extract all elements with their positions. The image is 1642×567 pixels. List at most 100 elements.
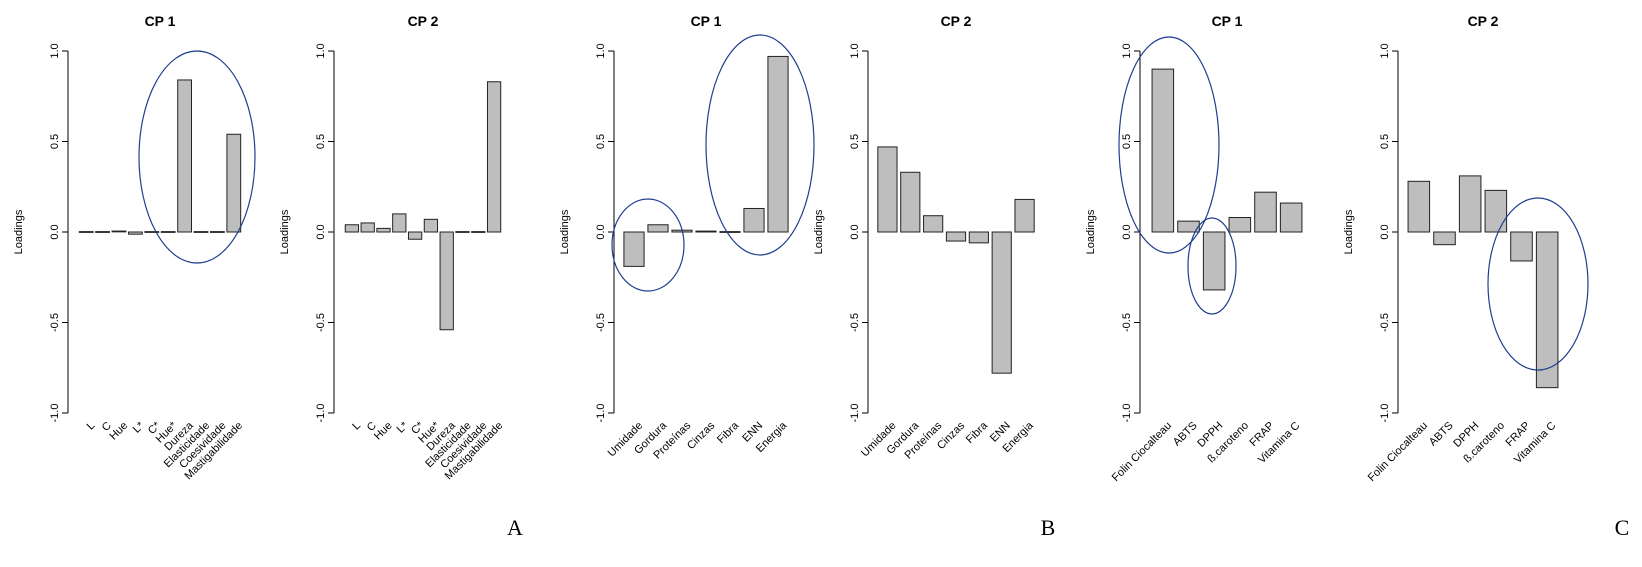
bar-abts (1177, 220, 1200, 233)
chart-title: CP 2 (1468, 13, 1499, 29)
y-tick-label: 0.5 (595, 134, 607, 149)
bar-frap (1254, 191, 1277, 233)
bar-umidade (877, 146, 898, 233)
y-tick-label: 0.5 (315, 134, 327, 149)
category-label: L* (395, 419, 411, 435)
bar-dpph (1458, 175, 1482, 233)
chart-title: CP 2 (408, 13, 439, 29)
bar-l- (392, 213, 407, 233)
chart-panel-b-cp1: CP 1-1.0-0.50.00.51.0LoadingsUmidadeGord… (559, 13, 790, 462)
bar-c (360, 222, 375, 233)
bar-l (78, 231, 94, 233)
y-tick-label: -0.5 (595, 313, 607, 332)
y-tick-label: -0.5 (1379, 313, 1391, 332)
highlight-ellipse (705, 34, 815, 256)
bar-gordura (647, 224, 669, 233)
bar-dpph (1202, 231, 1226, 291)
category-label: Folin Ciocalteau (1366, 420, 1430, 484)
bar-hue- (423, 218, 439, 233)
highlight-ellipse (611, 198, 685, 292)
y-tick-label: 0.5 (849, 134, 861, 149)
y-tick-label: 0.5 (1121, 134, 1133, 149)
category-label: Fibra (964, 419, 991, 446)
category-label: L* (131, 419, 147, 435)
category-label: ABTS (1427, 420, 1456, 449)
bar-dureza (439, 231, 454, 331)
chart-title: CP 2 (941, 13, 972, 29)
bar-l- (128, 231, 143, 235)
y-tick-label: -0.5 (315, 313, 327, 332)
y-tick-label: 0.5 (1379, 134, 1391, 149)
bar--caroteno (1484, 189, 1508, 233)
y-tick-label: -1.0 (1379, 404, 1391, 423)
y-tick-label: -1.0 (1121, 404, 1133, 423)
bar-folin-ciocalteau (1151, 68, 1175, 233)
category-label: Hue (107, 420, 130, 443)
highlight-ellipse (1487, 197, 1589, 371)
bar-umidade (623, 231, 645, 267)
bar-l (344, 224, 360, 233)
y-tick-label: 0.0 (595, 224, 607, 239)
chart-panel-b-cp2: CP 2-1.0-0.50.00.51.0LoadingsUmidadeGord… (813, 13, 1036, 462)
y-tick-label: 0.0 (49, 224, 61, 239)
group-label-b: B (1041, 515, 1056, 540)
bar-hue (376, 227, 391, 233)
highlight-ellipse (1118, 36, 1220, 254)
chart-title: CP 1 (691, 13, 722, 29)
bar-hue- (160, 231, 176, 233)
y-tick-label: 1.0 (49, 43, 61, 58)
group-label-a: A (507, 515, 523, 540)
bar-mastigabilidade (226, 133, 242, 233)
y-tick-label: 0.0 (315, 224, 327, 239)
y-tick-label: -1.0 (49, 404, 61, 423)
bar-prote-nas (923, 215, 944, 233)
y-axis-label: Loadings (279, 209, 291, 254)
category-label: Folin Ciocalteau (1110, 420, 1174, 484)
highlight-ellipse (138, 50, 256, 264)
bar-fibra (719, 231, 741, 233)
y-axis-label: Loadings (13, 209, 25, 254)
y-tick-label: 1.0 (315, 43, 327, 58)
category-label: ABTS (1171, 420, 1200, 449)
bar-energia (767, 55, 789, 233)
bar-enn (991, 231, 1012, 374)
y-tick-label: -0.5 (1121, 313, 1133, 332)
bar-folin-ciocalteau (1407, 180, 1431, 233)
bar-c- (407, 231, 423, 240)
y-tick-label: -1.0 (595, 404, 607, 423)
bar-vitamina-c (1279, 202, 1303, 233)
y-axis-label: Loadings (813, 209, 825, 254)
y-tick-label: 1.0 (1379, 43, 1391, 58)
y-axis-label: Loadings (1085, 209, 1097, 254)
bar--caroteno (1228, 217, 1252, 233)
category-label: Hue (372, 420, 395, 443)
bar-elasticidade (455, 231, 470, 233)
bar-fibra (968, 231, 989, 244)
y-tick-label: -1.0 (315, 404, 327, 423)
bar-hue (111, 230, 127, 233)
bar-coesividade (471, 231, 486, 233)
bar-mastigabilidade (486, 81, 502, 233)
bar-gordura (900, 171, 921, 233)
bar-cinzas (945, 231, 967, 242)
category-label: L (85, 420, 98, 433)
category-label: L (350, 420, 363, 433)
bar-coesividade (210, 231, 225, 233)
bar-abts (1433, 231, 1456, 246)
bar-elasticidade (193, 231, 209, 233)
y-tick-label: 0.5 (49, 134, 61, 149)
y-tick-label: 0.0 (1121, 224, 1133, 239)
y-tick-label: 0.0 (1379, 224, 1391, 239)
y-axis-label: Loadings (1343, 209, 1355, 254)
bar-c- (144, 231, 160, 233)
group-label-c: C (1615, 515, 1630, 540)
bar-frap (1510, 231, 1533, 262)
y-tick-label: -1.0 (849, 404, 861, 423)
bar-dureza (177, 79, 192, 233)
y-tick-label: -0.5 (49, 313, 61, 332)
highlight-ellipse (1187, 217, 1237, 315)
bar-vitamina-c (1535, 231, 1559, 389)
y-axis-label: Loadings (559, 209, 571, 254)
chart-panel-c-cp2: CP 2 -1.0 -0.5 0.0 0.5 1.0 Loadings Folin Cioca… (1343, 13, 1559, 484)
